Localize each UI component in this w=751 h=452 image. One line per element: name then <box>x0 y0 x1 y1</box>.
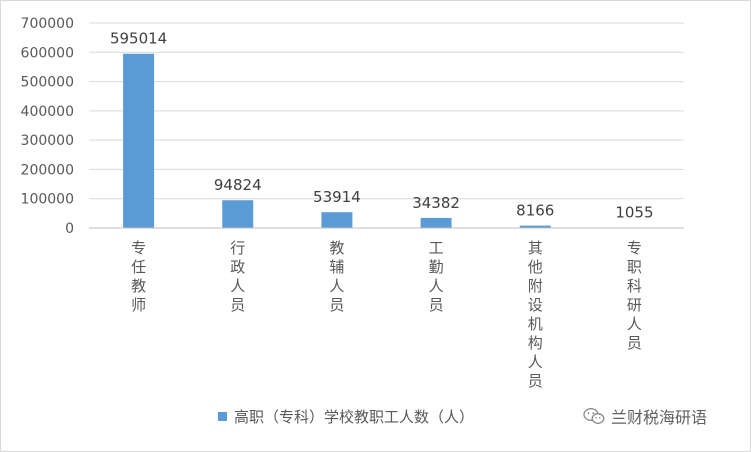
y-tick-label: 300000 <box>21 133 74 149</box>
y-tick-label: 200000 <box>21 162 74 178</box>
data-label: 94824 <box>214 176 262 194</box>
data-label: 1055 <box>615 204 653 222</box>
watermark: 兰财税海研语 <box>583 404 707 428</box>
legend-swatch <box>218 412 227 421</box>
category-label: 教辅人员 <box>329 239 344 314</box>
bar <box>123 53 155 229</box>
wechat-icon <box>583 408 605 424</box>
category-label: 专任教师 <box>131 239 146 314</box>
category-label: 专职科研人员 <box>627 239 642 352</box>
category-label: 行政人员 <box>230 239 245 314</box>
legend-label: 高职（专科）学校教职工人数（人） <box>234 408 475 426</box>
bar <box>321 212 353 228</box>
watermark-text: 兰财税海研语 <box>611 408 708 427</box>
data-label: 53914 <box>313 188 361 206</box>
category-label: 工勤人员 <box>429 239 444 314</box>
legend: 高职（专科）学校教职工人数（人） <box>218 406 474 427</box>
category-label: 其他附设机构人员 <box>528 239 543 390</box>
y-tick-label: 0 <box>65 221 74 237</box>
bar <box>420 217 452 228</box>
data-label: 595014 <box>110 30 167 48</box>
y-tick-label: 700000 <box>21 16 74 32</box>
y-tick-label: 600000 <box>21 45 74 61</box>
y-tick-label: 500000 <box>21 75 74 91</box>
bar <box>222 200 254 228</box>
data-label: 34382 <box>412 194 460 212</box>
y-tick-label: 400000 <box>21 104 74 120</box>
y-tick-label: 100000 <box>21 192 74 208</box>
data-label: 8166 <box>516 202 554 220</box>
bar <box>519 225 551 228</box>
